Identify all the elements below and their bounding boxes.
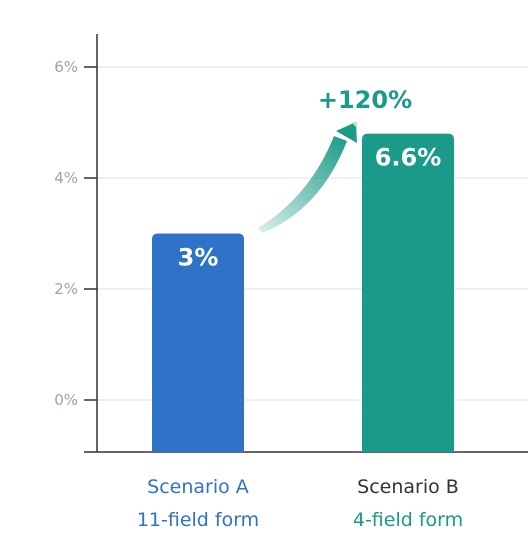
y-tick-label: 0%: [54, 391, 78, 409]
y-tick-label: 6%: [54, 58, 78, 76]
change-annotation: +120%: [318, 86, 412, 114]
y-tick-label: 2%: [54, 280, 78, 298]
category-label: Scenario B: [357, 476, 459, 498]
growth-arrow-head: [336, 122, 357, 143]
y-tick-label: 4%: [54, 169, 78, 187]
growth-arrow-curve: [258, 136, 347, 233]
category-sublabel: 4-field form: [353, 509, 463, 531]
bars: 3% 6.6%: [152, 133, 454, 452]
bar-scenario-a: [152, 233, 244, 452]
category-labels: Scenario A 11-field form Scenario B 4-field…: [137, 476, 463, 531]
growth-arrow-head-highlight: [351, 122, 357, 128]
growth-arrow: [258, 122, 357, 233]
category-label: Scenario A: [147, 476, 249, 498]
bar-scenario-b: [362, 133, 454, 452]
bar-value-label: 3%: [178, 244, 219, 272]
bar-value-label: 6.6%: [375, 144, 442, 172]
y-axis-ticks: 0% 2% 4% 6%: [54, 58, 97, 409]
category-sublabel: 11-field form: [137, 509, 259, 531]
